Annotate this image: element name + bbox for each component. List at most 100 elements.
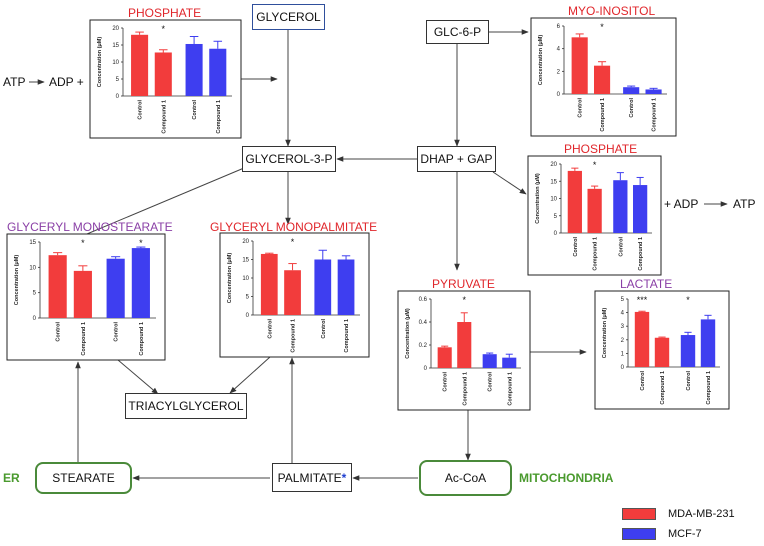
bar-mda-1 bbox=[587, 188, 602, 233]
x-tick-label: Compound 1 bbox=[161, 100, 167, 134]
chart-title-lactate: LACTATE bbox=[620, 277, 673, 291]
y-tick-label: 0.4 bbox=[419, 320, 428, 326]
significance-marker: * bbox=[600, 22, 604, 32]
significance-marker: * bbox=[81, 238, 85, 248]
bar-mcf7-3 bbox=[209, 48, 227, 96]
adp-left-label: ADP + bbox=[49, 75, 84, 89]
bar-mcf7-2 bbox=[482, 354, 497, 368]
bar-mda-0 bbox=[567, 170, 582, 233]
legend-label-mcf-7: MCF-7 bbox=[668, 528, 702, 540]
bar-mcf7-2 bbox=[106, 258, 125, 318]
palmitate-label: PALMITATE bbox=[277, 470, 342, 485]
significance-marker: * bbox=[139, 238, 143, 248]
y-tick-label: 0 bbox=[557, 92, 561, 98]
arrow-g3p-to-monostearate bbox=[74, 167, 245, 240]
atp-right-label: ATP bbox=[733, 197, 756, 211]
y-tick-label: 5 bbox=[554, 214, 558, 220]
y-tick-label: 5 bbox=[116, 77, 120, 83]
bar-mda-1 bbox=[284, 270, 301, 315]
x-tick-label: Compound 1 bbox=[81, 322, 87, 356]
bar-mcf7-3 bbox=[633, 185, 648, 233]
chart-title-glyceryl-monopalmitate: GLYCERYL MONOPALMITATE bbox=[210, 220, 378, 234]
y-tick-label: 0.2 bbox=[419, 343, 428, 349]
y-tick-label: 15 bbox=[29, 240, 36, 246]
significance-marker: * bbox=[291, 237, 295, 247]
arrow-monostearate-to-tag bbox=[117, 359, 159, 395]
y-tick-label: 15 bbox=[242, 258, 249, 264]
arrow-dhap-to-phosphate bbox=[492, 171, 527, 195]
chart-glyceryl_monopalmitate: 0 5 10 15 20 Concentration (μM) Control * Compou… bbox=[219, 232, 370, 358]
y-tick-label: 10 bbox=[29, 265, 36, 271]
chart-title-phosphate-left: PHOSPHATE bbox=[128, 6, 202, 20]
x-tick-label: Compound 1 bbox=[593, 237, 599, 271]
y-tick-label: 20 bbox=[550, 162, 557, 168]
atp-left-label: ATP bbox=[3, 75, 26, 89]
y-tick-label: 15 bbox=[550, 179, 557, 185]
x-tick-label: Control bbox=[192, 100, 198, 120]
x-tick-label: Control bbox=[640, 371, 646, 391]
x-tick-label: Compound 1 bbox=[216, 100, 222, 134]
x-tick-label: Control bbox=[578, 98, 584, 118]
x-tick-label: Compound 1 bbox=[600, 98, 606, 132]
bar-mda-1 bbox=[73, 270, 92, 318]
y-tick-label: 4 bbox=[557, 47, 561, 53]
y-tick-label: 20 bbox=[112, 26, 119, 32]
bar-mcf7-3 bbox=[700, 319, 716, 367]
x-tick-label: Control bbox=[618, 237, 624, 257]
bar-mcf7-3 bbox=[131, 248, 150, 318]
node-stearate: STEARATE bbox=[35, 462, 132, 494]
x-tick-label: Control bbox=[686, 371, 692, 391]
y-tick-label: 2 bbox=[621, 338, 625, 344]
chart-title-pyruvate: PYRUVATE bbox=[432, 277, 495, 291]
node-triacylglycerol: TRIACYLGLYCEROL bbox=[125, 393, 247, 419]
x-tick-label: Control bbox=[488, 372, 494, 392]
legend-swatch-mda-mb-231 bbox=[622, 508, 656, 520]
y-axis-label: Concentration (μM) bbox=[602, 308, 608, 359]
y-tick-label: 4 bbox=[621, 311, 625, 317]
chart-phosphate_right: 0 5 10 15 20 Concentration (μM) Control * Compou… bbox=[527, 155, 662, 276]
y-tick-label: 5 bbox=[621, 297, 625, 303]
chart-pyruvate: 0 0.2 0.4 0.6 Concentration (μM) Control * Comp… bbox=[397, 290, 531, 411]
er-label: ER bbox=[3, 471, 20, 485]
y-tick-label: 0 bbox=[116, 94, 120, 100]
bar-mda-0 bbox=[437, 347, 452, 368]
y-tick-label: 15 bbox=[112, 43, 119, 49]
x-tick-label: Control bbox=[321, 319, 327, 339]
x-tick-label: Control bbox=[443, 372, 449, 392]
bar-mcf7-3 bbox=[337, 259, 355, 315]
bar-mda-1 bbox=[594, 65, 611, 94]
x-tick-label: Compound 1 bbox=[652, 98, 658, 132]
y-axis-label: Concentration (μM) bbox=[97, 37, 103, 88]
chart-title-phosphate-right: PHOSPHATE bbox=[564, 142, 638, 156]
x-tick-label: Compound 1 bbox=[139, 322, 145, 356]
x-tick-label: Compound 1 bbox=[660, 371, 666, 405]
significance-marker: * bbox=[463, 295, 467, 305]
arrow-monopalmitate-to-tag bbox=[229, 356, 271, 394]
y-tick-label: 0 bbox=[554, 231, 558, 237]
node-dhap-gap: DHAP + GAP bbox=[417, 146, 496, 172]
y-tick-label: 3 bbox=[621, 324, 625, 330]
bar-mcf7-3 bbox=[645, 89, 662, 94]
y-tick-label: 10 bbox=[550, 197, 557, 203]
y-tick-label: 2 bbox=[557, 69, 561, 75]
bar-mda-0 bbox=[260, 253, 278, 315]
node-ac-coa: Ac-CoA bbox=[419, 460, 512, 496]
x-tick-label: Compound 1 bbox=[344, 319, 350, 353]
y-tick-label: 1 bbox=[621, 351, 625, 357]
bar-mcf7-2 bbox=[613, 180, 628, 233]
x-tick-label: Control bbox=[138, 100, 144, 120]
bar-mda-0 bbox=[131, 34, 149, 96]
bar-mda-1 bbox=[457, 322, 472, 368]
legend-label-mda-mb-231: MDA-MB-231 bbox=[668, 508, 735, 520]
y-tick-label: 10 bbox=[242, 276, 249, 282]
y-tick-label: 0 bbox=[424, 366, 428, 372]
y-tick-label: 10 bbox=[112, 60, 119, 66]
legend-item-mcf-7: MCF-7 bbox=[622, 528, 702, 540]
node-glycerol-3-p: GLYCEROL-3-P bbox=[242, 146, 336, 172]
chart-phosphate_left: 0 5 10 15 20 Concentration (μM) Control * Compou… bbox=[89, 19, 242, 139]
chart-myo_inositol: 0 2 4 6 Concentration (μM) Control * Compound 1… bbox=[530, 17, 677, 137]
x-tick-label: Control bbox=[56, 322, 62, 342]
palmitate-asterisk: * bbox=[341, 470, 347, 485]
significance-marker: * bbox=[593, 160, 597, 170]
node-palmitate: PALMITATE * bbox=[272, 463, 352, 492]
